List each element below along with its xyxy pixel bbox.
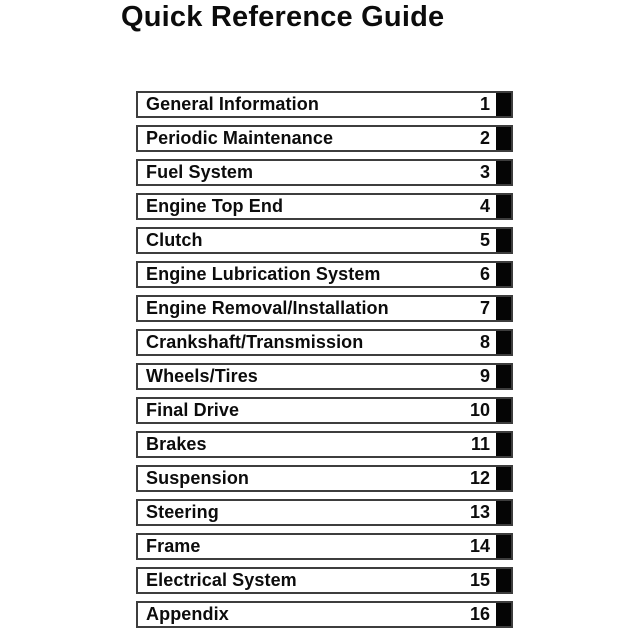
chapter-number: 16 xyxy=(469,604,490,624)
chapter-row: Final Drive 10 xyxy=(136,397,513,424)
chapter-label: Engine Removal/Installation xyxy=(146,298,389,318)
chapter-row: Clutch 5 xyxy=(136,227,513,254)
chapter-row: Steering 13 xyxy=(136,499,513,526)
chapter-row: Fuel System 3 xyxy=(136,159,513,186)
chapter-thumb-tab xyxy=(496,535,511,558)
chapter-label: Engine Lubrication System xyxy=(146,264,381,284)
chapter-label: Frame xyxy=(146,536,201,556)
chapter-label: Final Drive xyxy=(146,400,240,420)
chapter-label: Steering xyxy=(146,502,219,522)
chapter-label: Clutch xyxy=(146,230,203,250)
chapter-number: 3 xyxy=(479,162,490,182)
chapter-thumb-tab xyxy=(496,399,511,422)
chapter-row: Crankshaft/Transmission 8 xyxy=(136,329,513,356)
chapter-thumb-tab xyxy=(496,603,511,626)
chapter-number: 12 xyxy=(469,468,490,488)
chapter-number: 15 xyxy=(469,570,490,590)
chapter-number: 6 xyxy=(479,264,490,284)
chapter-thumb-tab xyxy=(496,433,511,456)
chapter-row: Suspension 12 xyxy=(136,465,513,492)
chapter-thumb-tab xyxy=(496,467,511,490)
chapter-thumb-tab xyxy=(496,195,511,218)
chapter-row: Engine Removal/Installation 7 xyxy=(136,295,513,322)
chapter-row: Wheels/Tires 9 xyxy=(136,363,513,390)
chapter-number: 10 xyxy=(469,400,490,420)
chapter-number: 8 xyxy=(479,332,490,352)
chapter-row: Frame 14 xyxy=(136,533,513,560)
chapter-thumb-tab xyxy=(496,93,511,116)
chapter-row: Periodic Maintenance 2 xyxy=(136,125,513,152)
chapter-thumb-tab xyxy=(496,569,511,592)
chapter-label: Wheels/Tires xyxy=(146,366,258,386)
chapter-number: 5 xyxy=(479,230,490,250)
chapter-number: 14 xyxy=(469,536,490,556)
chapter-label: Brakes xyxy=(146,434,207,454)
chapter-thumb-tab xyxy=(496,365,511,388)
chapter-number: 9 xyxy=(479,366,490,386)
chapter-row: Engine Top End 4 xyxy=(136,193,513,220)
chapter-number: 1 xyxy=(479,94,490,114)
chapter-thumb-tab xyxy=(496,127,511,150)
chapter-list: General Information 1 Periodic Maintenan… xyxy=(136,91,513,628)
chapter-number: 7 xyxy=(479,298,490,318)
chapter-thumb-tab xyxy=(496,263,511,286)
chapter-thumb-tab xyxy=(496,161,511,184)
chapter-thumb-tab xyxy=(496,297,511,320)
chapter-label: Electrical System xyxy=(146,570,297,590)
chapter-label: Appendix xyxy=(146,604,229,624)
chapter-number: 11 xyxy=(470,434,490,454)
chapter-number: 13 xyxy=(469,502,490,522)
chapter-thumb-tab xyxy=(496,331,511,354)
chapter-number: 4 xyxy=(479,196,490,216)
chapter-label: Fuel System xyxy=(146,162,254,182)
page-title: Quick Reference Guide xyxy=(121,1,445,33)
chapter-number: 2 xyxy=(479,128,490,148)
chapter-label: Engine Top End xyxy=(146,196,284,216)
chapter-row: Brakes 11 xyxy=(136,431,513,458)
chapter-row: Engine Lubrication System 6 xyxy=(136,261,513,288)
chapter-thumb-tab xyxy=(496,501,511,524)
chapter-label: Crankshaft/Transmission xyxy=(146,332,364,352)
chapter-label: Periodic Maintenance xyxy=(146,128,334,148)
chapter-row: Electrical System 15 xyxy=(136,567,513,594)
chapter-label: Suspension xyxy=(146,468,250,488)
chapter-label: General Information xyxy=(146,94,319,114)
chapter-thumb-tab xyxy=(496,229,511,252)
chapter-row: General Information 1 xyxy=(136,91,513,118)
chapter-row: Appendix 16 xyxy=(136,601,513,628)
